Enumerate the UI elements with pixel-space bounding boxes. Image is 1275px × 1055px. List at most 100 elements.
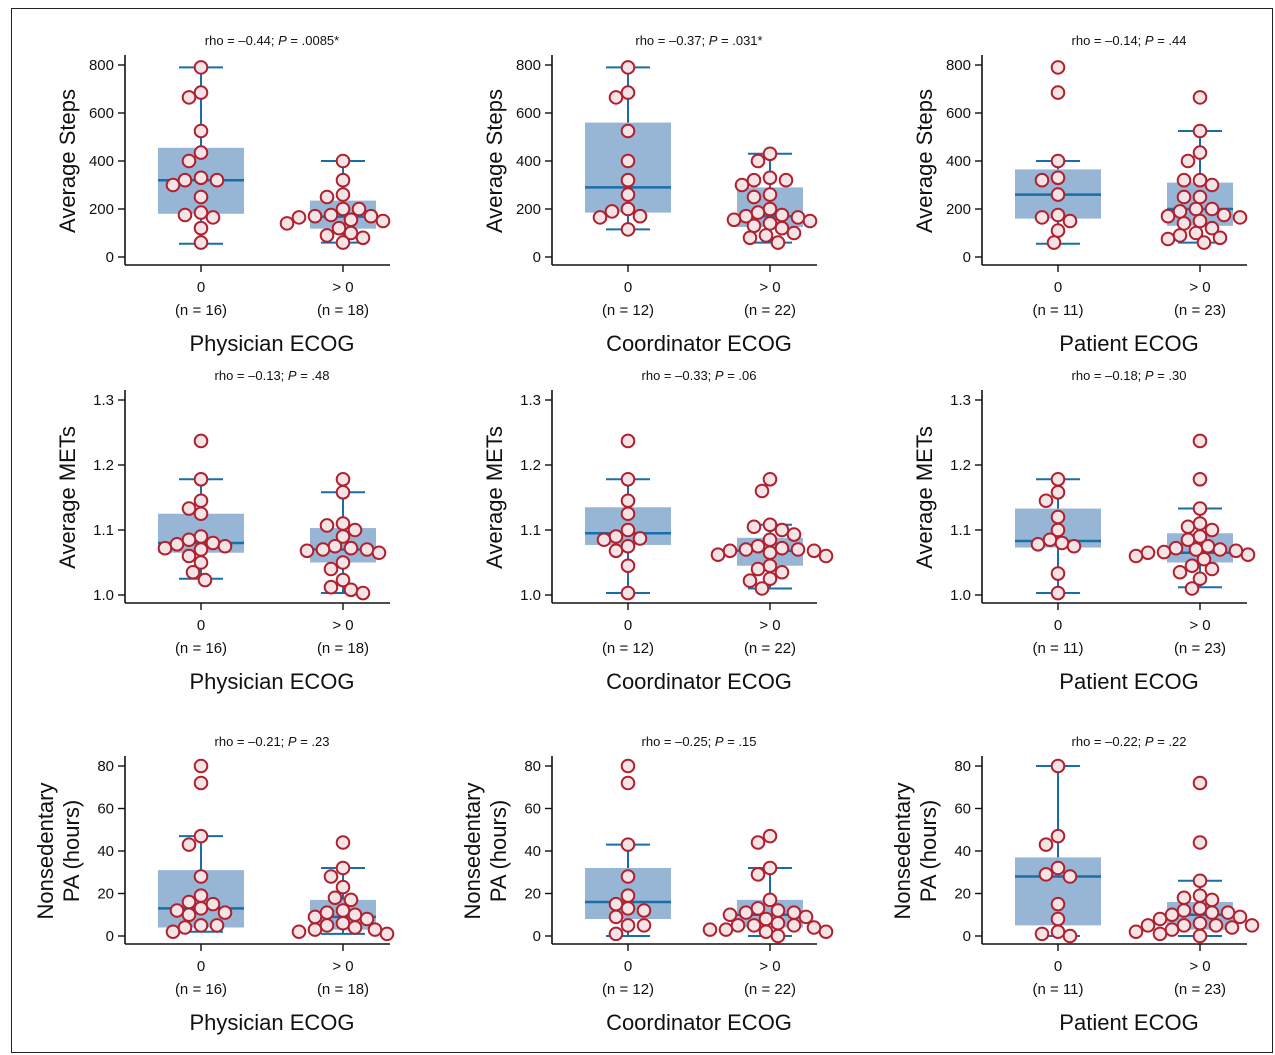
data-point xyxy=(762,146,778,162)
data-point xyxy=(778,172,794,188)
data-point xyxy=(1038,867,1054,882)
y-tick-label: 1.1 xyxy=(93,522,114,539)
data-point xyxy=(1192,928,1208,944)
data-point xyxy=(620,222,636,237)
data-point xyxy=(620,187,636,202)
data-point xyxy=(1050,896,1066,912)
data-point xyxy=(1062,213,1078,229)
y-tick-label: 20 xyxy=(954,886,971,903)
category-label: > 0 xyxy=(1189,279,1210,296)
y-tick-label: 1.2 xyxy=(93,457,114,474)
data-point xyxy=(165,177,181,193)
y-tick-label: 0 xyxy=(106,249,114,266)
group-0: 0 (n = 11) xyxy=(1015,758,1101,998)
data-point xyxy=(1176,890,1192,906)
y-tick-label: 40 xyxy=(97,843,114,860)
y-axis-title: Average METs xyxy=(482,426,507,569)
data-point xyxy=(193,170,209,186)
data-point xyxy=(620,472,636,487)
annotation-rho: rho = –0.22; xyxy=(1072,734,1145,749)
data-point xyxy=(1192,189,1208,205)
data-point xyxy=(1152,911,1168,927)
correlation-annotation: rho = –0.22; P = .22 xyxy=(1072,734,1187,749)
y-tick-label: 60 xyxy=(954,801,971,818)
y-axis-title-line: Average Steps xyxy=(912,89,937,233)
data-point xyxy=(315,542,331,557)
data-point xyxy=(157,540,173,556)
data-point xyxy=(355,230,371,246)
annotation-p-value: = .0085* xyxy=(287,33,339,48)
y-tick-label: 0 xyxy=(963,249,971,266)
data-point xyxy=(169,537,185,552)
data-point xyxy=(620,558,636,574)
data-point xyxy=(762,472,778,487)
annotation-p: P xyxy=(288,368,297,383)
data-point xyxy=(620,85,636,100)
annotation-rho: rho = –0.14; xyxy=(1072,33,1145,48)
data-point xyxy=(319,918,335,933)
data-point xyxy=(181,532,197,548)
data-point xyxy=(762,828,778,844)
data-point xyxy=(710,547,726,563)
data-point xyxy=(323,579,339,595)
data-point xyxy=(335,235,351,250)
data-point xyxy=(1168,540,1184,556)
data-point xyxy=(193,758,209,774)
annotation-rho: rho = –0.37; xyxy=(635,33,708,48)
data-point xyxy=(620,837,636,852)
data-point xyxy=(798,909,814,925)
panel-steps-coordinator: 0 200 400 600 800 Average Steps rho = –0.37; P… xyxy=(482,33,818,356)
data-point xyxy=(726,212,742,228)
data-point xyxy=(1038,837,1054,852)
data-point xyxy=(620,775,636,791)
y-axis-title-line: Average METs xyxy=(482,426,507,569)
data-point xyxy=(193,506,209,522)
x-axis-title: Coordinator ECOG xyxy=(606,331,792,356)
data-point xyxy=(193,828,209,844)
data-point xyxy=(806,543,822,559)
y-axis-title-line: Nonsedentary xyxy=(33,783,58,920)
data-point xyxy=(1180,153,1196,169)
data-point xyxy=(1164,922,1180,937)
data-point xyxy=(762,571,778,587)
data-point xyxy=(730,918,746,933)
sample-size-label: (n = 23) xyxy=(1174,981,1226,998)
data-point xyxy=(1192,433,1208,449)
x-axis-title: Physician ECOG xyxy=(189,331,354,356)
data-point xyxy=(738,905,754,920)
category-label: 0 xyxy=(624,958,632,975)
category-label: > 0 xyxy=(332,279,353,296)
data-point xyxy=(205,210,221,225)
data-point xyxy=(596,532,612,548)
data-point xyxy=(742,573,758,589)
data-point xyxy=(636,918,652,933)
data-point xyxy=(193,472,209,487)
data-point xyxy=(1192,775,1208,791)
data-point xyxy=(1050,187,1066,202)
data-point xyxy=(786,225,802,241)
data-point xyxy=(1062,928,1078,944)
data-point xyxy=(1192,901,1208,916)
data-point xyxy=(343,540,359,556)
y-tick-label: 20 xyxy=(97,886,114,903)
group-0: 0 (n = 16) xyxy=(157,433,244,657)
data-point xyxy=(335,879,351,895)
y-tick-label: 200 xyxy=(516,201,541,218)
annotation-rho: rho = –0.25; xyxy=(642,734,715,749)
group-0: 0 (n = 16) xyxy=(158,758,244,998)
data-point xyxy=(1188,225,1204,241)
data-point xyxy=(1140,918,1156,933)
data-point xyxy=(790,542,806,557)
data-point xyxy=(762,201,778,217)
data-point xyxy=(335,572,351,588)
category-label: > 0 xyxy=(332,617,353,634)
data-point xyxy=(770,928,786,944)
data-point xyxy=(1030,537,1046,552)
annotation-p: P xyxy=(288,734,297,749)
y-tick-label: 0 xyxy=(106,928,114,945)
correlation-annotation: rho = –0.25; P = .15 xyxy=(642,734,757,749)
data-point xyxy=(1160,231,1176,247)
y-tick-label: 1.0 xyxy=(93,587,114,604)
annotation-p-value: = .22 xyxy=(1154,734,1187,749)
